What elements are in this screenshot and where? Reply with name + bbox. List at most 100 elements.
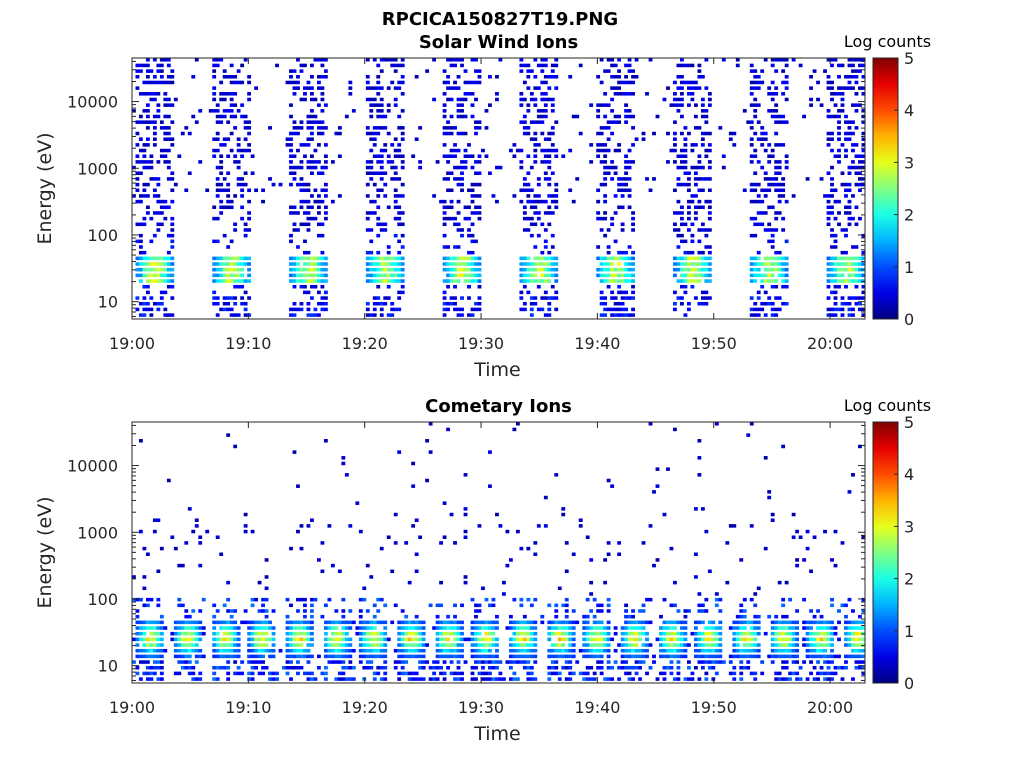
spectrogram-cell <box>397 239 402 244</box>
spectrogram-cell <box>330 637 335 642</box>
spectrogram-cell <box>819 643 824 647</box>
spectrogram-cell <box>844 620 848 625</box>
spectrogram-cell <box>390 279 395 283</box>
spectrogram-cell <box>697 301 702 306</box>
spectrogram-cell <box>627 313 632 317</box>
spectrogram-cell <box>519 58 524 62</box>
spectrogram-cell <box>529 216 534 221</box>
spectrogram-cell <box>533 137 538 141</box>
spectrogram-cell <box>543 239 548 244</box>
spectrogram-cell <box>163 205 168 210</box>
spectrogram-cell <box>488 643 492 647</box>
spectrogram-cell <box>763 290 768 295</box>
spectrogram-cell <box>145 120 150 124</box>
spectrogram-cell <box>358 643 363 647</box>
spectrogram-cell <box>809 643 813 647</box>
spectrogram-cell <box>529 137 534 141</box>
spectrogram-cell <box>837 273 841 278</box>
spectrogram-cell <box>704 228 709 232</box>
spectrogram-cell <box>299 160 304 164</box>
spectrogram-cell <box>833 262 838 266</box>
spectrogram-cell <box>344 620 349 625</box>
spectrogram-cell <box>421 660 426 664</box>
spectrogram-cell <box>372 279 377 283</box>
spectrogram-cell <box>463 580 468 585</box>
spectrogram-cell <box>334 654 339 659</box>
spectrogram-cell <box>854 222 859 227</box>
spectrogram-cell <box>365 171 370 175</box>
spectrogram-cell <box>589 626 594 630</box>
spectrogram-cell <box>700 97 705 102</box>
spectrogram-cell <box>847 126 852 130</box>
spectrogram-cell <box>756 296 761 300</box>
spectrogram-cell <box>554 86 559 90</box>
spectrogram-cell <box>296 643 300 647</box>
spectrogram-cell <box>561 154 566 158</box>
spectrogram-cell <box>250 597 255 602</box>
spectrogram-cell <box>456 103 461 107</box>
spectrogram-cell <box>393 665 398 670</box>
spectrogram-cell <box>358 654 363 659</box>
spectrogram-cell <box>707 131 712 136</box>
spectrogram-cell <box>550 296 555 300</box>
spectrogram-cell <box>624 250 628 255</box>
spectrogram-cell <box>826 262 831 266</box>
spectrogram-cell <box>414 654 419 659</box>
spectrogram-cell <box>292 262 297 266</box>
spectrogram-cell <box>393 660 398 664</box>
spectrogram-cell <box>781 188 786 193</box>
spectrogram-cell <box>463 637 468 642</box>
spectrogram-cell <box>774 256 779 261</box>
spectrogram-cell <box>648 620 653 625</box>
spectrogram-cell <box>138 313 143 317</box>
spectrogram-cell <box>760 165 765 170</box>
spectrogram-cell <box>554 296 559 300</box>
spectrogram-cell <box>414 671 419 676</box>
spectrogram-cell <box>631 648 635 653</box>
spectrogram-cell <box>170 120 175 124</box>
spectrogram-cell <box>826 671 831 676</box>
spectrogram-cell <box>467 637 471 642</box>
spectrogram-cell <box>226 273 231 278</box>
spectrogram-cell <box>840 603 845 608</box>
spectrogram-cell <box>296 648 300 653</box>
spectrogram-cell <box>833 301 838 306</box>
spectrogram-cell <box>365 637 370 642</box>
spectrogram-cell <box>533 620 538 625</box>
spectrogram-cell <box>711 648 716 653</box>
spectrogram-cell <box>233 103 238 107</box>
spectrogram-cell <box>840 313 845 317</box>
spectrogram-cell <box>365 654 370 659</box>
spectrogram-cell <box>271 643 276 647</box>
spectrogram-cell <box>753 637 758 642</box>
spectrogram-cell <box>323 211 328 215</box>
spectrogram-cell <box>446 245 450 249</box>
spectrogram-cell <box>132 165 136 170</box>
spectrogram-cell <box>376 160 381 164</box>
spectrogram-cell <box>753 97 758 102</box>
spectrogram-cell <box>610 637 615 642</box>
spectrogram-cell <box>746 637 751 642</box>
spectrogram-cell <box>453 262 457 266</box>
spectrogram-cell <box>156 80 161 85</box>
spectrogram-cell <box>606 643 611 647</box>
spectrogram-cell <box>613 626 618 630</box>
spectrogram-cell <box>449 171 454 175</box>
spectrogram-cell <box>156 307 161 312</box>
spectrogram-cell <box>379 273 384 278</box>
spectrogram-cell <box>830 654 834 659</box>
spectrogram-cell <box>439 620 443 625</box>
spectrogram-cell <box>809 671 813 676</box>
spectrogram-cell <box>306 205 311 210</box>
spectrogram-cell <box>152 120 157 124</box>
spectrogram-cell <box>833 307 838 312</box>
spectrogram-cell <box>777 250 782 255</box>
spectrogram-cell <box>446 273 450 278</box>
spectrogram-cell <box>631 80 635 85</box>
y-tick-label: 10000 <box>67 457 118 476</box>
spectrogram-cell <box>149 648 154 653</box>
spectrogram-cell <box>557 626 562 630</box>
spectrogram-cell <box>603 677 608 681</box>
spectrogram-cell <box>170 199 175 204</box>
spectrogram-cell <box>453 603 457 608</box>
